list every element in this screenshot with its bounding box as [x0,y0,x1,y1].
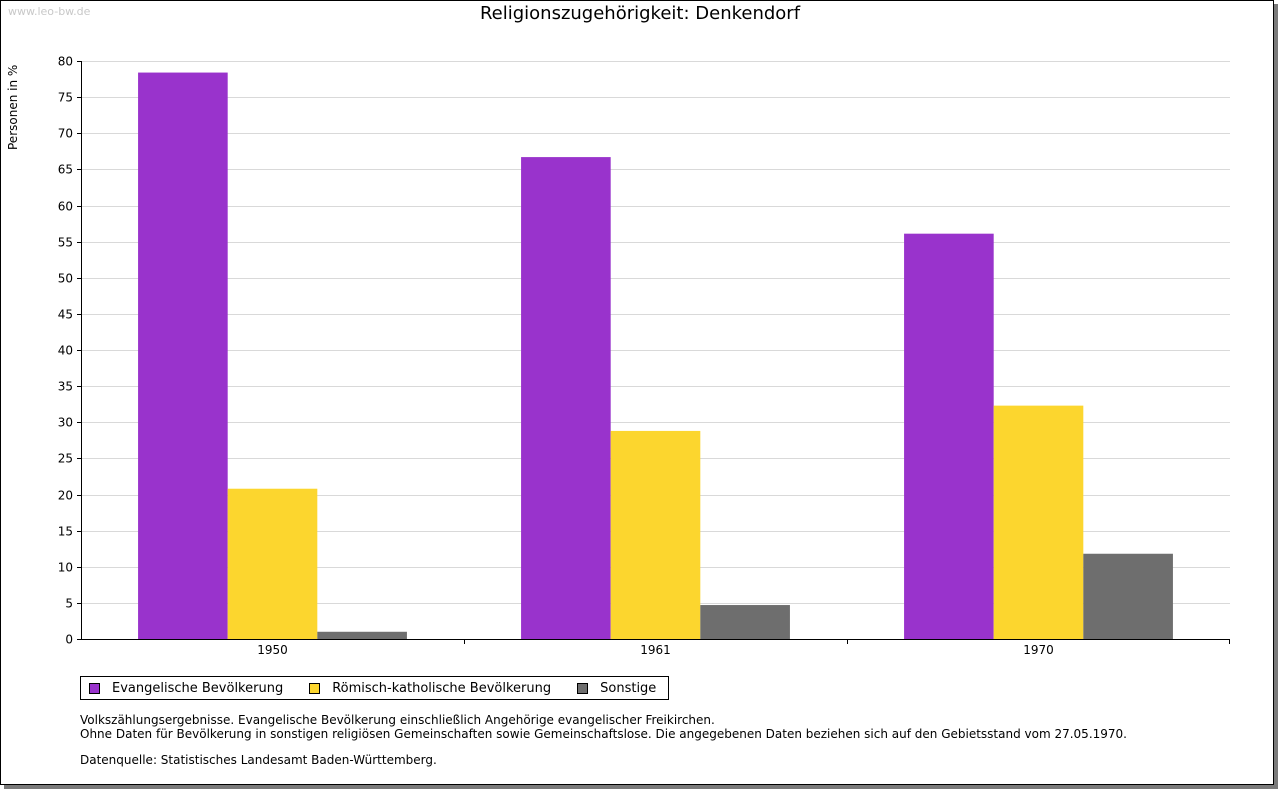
chart-title: Religionszugehörigkeit: Denkendorf [479,3,801,24]
legend: Evangelische Bevölkerung Römisch-katholi… [80,676,670,700]
watermark: www.leo-bw.de [8,5,91,18]
y-tick-label: 30 [58,416,73,430]
x-tick-label: 1950 [257,643,288,657]
y-tick-label: 75 [58,91,73,105]
bar [610,430,701,639]
legend-swatch-katholisch [309,682,321,694]
legend-label-sonstige: Sonstige [600,680,657,696]
bar [993,405,1084,639]
x-tick-label: 1970 [1023,643,1054,657]
bar [700,605,790,639]
bar [317,631,407,639]
y-tick-label: 60 [58,200,73,214]
legend-item-katholisch: Römisch-katholische Bevölkerung [309,681,551,696]
legend-item-evangelisch: Evangelische Bevölkerung [89,681,283,696]
y-tick-label: 80 [58,55,73,69]
y-tick-label: 40 [58,344,73,358]
bar [1083,553,1173,639]
legend-item-sonstige: Sonstige [577,681,656,696]
y-tick-label: 55 [58,236,73,250]
y-tick-label: 0 [65,633,73,647]
y-tick-label: 70 [58,127,73,141]
bar [904,233,994,640]
x-tick-label: 1961 [640,643,671,657]
y-tick-label: 35 [58,380,73,394]
y-tick-label: 20 [58,489,73,503]
bar [521,157,611,639]
y-tick-label: 25 [58,452,73,466]
y-tick-label: 5 [65,597,73,611]
bar [138,72,228,639]
legend-label-evangelisch: Evangelische Bevölkerung [112,680,284,696]
source-note: Datenquelle: Statistisches Landesamt Bad… [80,753,437,767]
note-line-2: Ohne Daten für Bevölkerung in sonstigen … [80,727,1127,741]
note-line-1: Volkszählungsergebnisse. Evangelische Be… [80,713,715,727]
y-tick-label: 65 [58,163,73,177]
y-tick-label: 45 [58,308,73,322]
bar [227,488,318,639]
y-tick-label: 10 [58,561,73,575]
y-tick-label: 15 [58,525,73,539]
legend-label-katholisch: Römisch-katholische Bevölkerung [332,680,552,696]
legend-swatch-sonstige [577,682,589,694]
y-tick-label: 50 [58,272,73,286]
legend-swatch-evangelisch [89,682,100,694]
